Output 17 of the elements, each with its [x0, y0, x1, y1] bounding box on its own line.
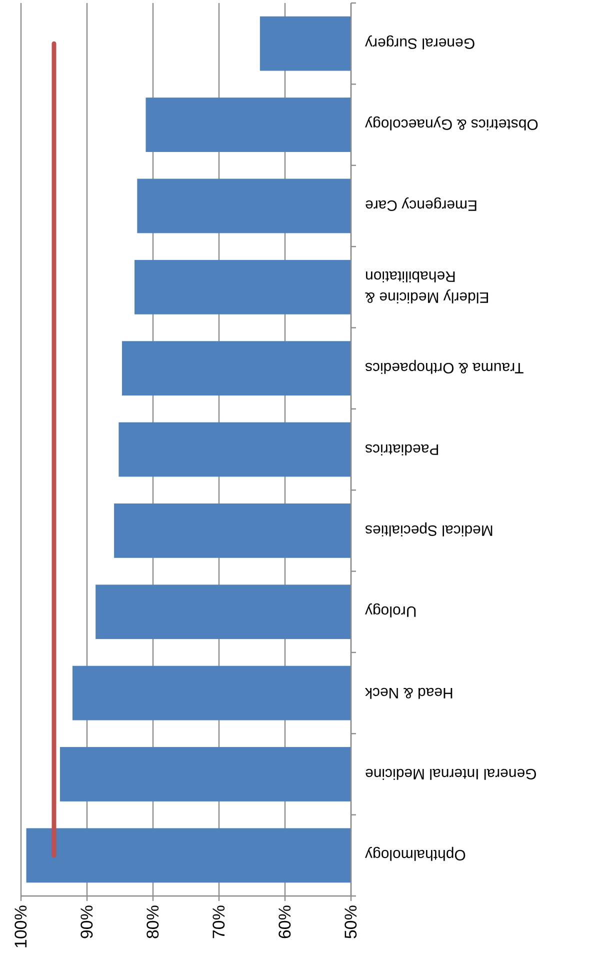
x-tick-label: 70% [210, 905, 228, 940]
x-tick-label: 50% [342, 905, 360, 940]
y-tick-label: General Surgery [364, 34, 476, 52]
y-tick-label: General Internal Medicine [365, 764, 537, 782]
x-tick-label: 90% [78, 905, 96, 940]
y-tick-label: Urology [364, 602, 417, 620]
y-tick-label: Head & Neck [364, 684, 454, 701]
y-tick-label: Medical Specialties [365, 521, 494, 538]
y-tick-label: Trauma & Orthopaedics [365, 359, 524, 376]
x-tick-label: 80% [144, 905, 162, 940]
x-tick-label: 100% [12, 905, 30, 948]
y-tick-label: Ophthalmology [364, 846, 466, 864]
x-tick-label: 60% [276, 905, 294, 940]
y-tick-label: Emergency Care [365, 196, 478, 214]
y-tick-label: Obstetrics & Gynaecology [364, 116, 538, 133]
y-tick-label: Elderly Medicine & Rehabilitation [365, 267, 490, 306]
y-tick-label: Paediatrics [365, 440, 440, 458]
